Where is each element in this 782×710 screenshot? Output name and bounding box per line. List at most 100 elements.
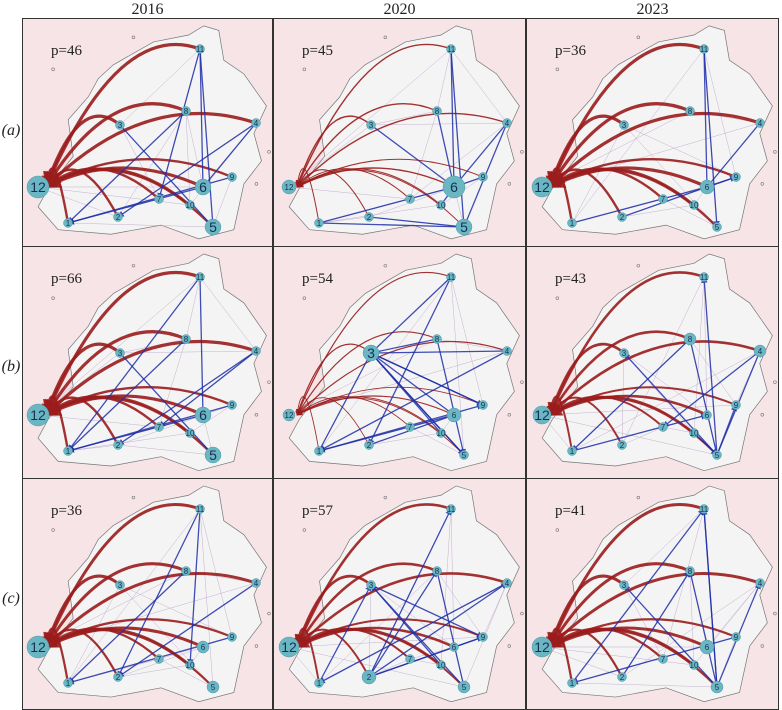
minor-flow xyxy=(67,584,121,684)
city-node xyxy=(731,632,741,642)
outflow-edge xyxy=(41,395,70,452)
minor-flow xyxy=(117,110,187,218)
city-node xyxy=(314,446,324,456)
panel-b-2023: 1 2 3 4 5 6 7 8 9 10 11 12 p=43 xyxy=(526,246,779,479)
node-label: 10 xyxy=(690,661,699,670)
island xyxy=(507,182,511,186)
island xyxy=(636,35,641,40)
minor-flow xyxy=(571,48,705,224)
city-node xyxy=(731,172,741,182)
city-node xyxy=(115,120,125,130)
island xyxy=(51,67,55,72)
city-node xyxy=(185,660,195,670)
minor-flow xyxy=(288,48,452,188)
city-node xyxy=(755,578,765,588)
node-label: 3 xyxy=(622,121,627,130)
minor-flow xyxy=(67,508,201,684)
outflow-edge xyxy=(295,115,372,188)
city-node xyxy=(685,106,695,116)
minor-flow xyxy=(623,584,664,660)
landmass xyxy=(541,253,773,472)
row-label-a: (a) xyxy=(1,122,21,139)
minor-flow xyxy=(119,584,233,638)
city-node xyxy=(531,176,553,198)
city-node xyxy=(699,504,709,514)
outflow-edge xyxy=(44,330,187,417)
inflow-edge xyxy=(318,352,372,452)
inflow-edge xyxy=(370,352,484,406)
node-label: 4 xyxy=(254,579,259,588)
node-label: 3 xyxy=(118,121,123,130)
inflow-edge xyxy=(187,508,201,666)
minor-flow xyxy=(621,582,761,678)
inflow-edge xyxy=(621,570,691,678)
node-label: 2 xyxy=(367,213,372,222)
city-node xyxy=(185,428,195,438)
city-node xyxy=(619,580,629,590)
city-node xyxy=(196,640,210,654)
inflow-edge xyxy=(370,124,455,188)
node-label: 11 xyxy=(447,45,456,54)
minor-flow xyxy=(436,570,484,638)
city-node xyxy=(251,118,261,128)
inflow-edge xyxy=(703,508,720,688)
island xyxy=(520,611,524,616)
outflow-edge xyxy=(548,102,691,189)
node-label: 7 xyxy=(661,195,666,204)
city-node xyxy=(685,566,695,576)
node-label: 11 xyxy=(700,505,709,514)
outflow-edge xyxy=(294,574,372,649)
column-header-2016: 2016 xyxy=(131,1,164,18)
node-label: 12 xyxy=(285,411,294,420)
minor-flow xyxy=(185,110,204,188)
outflow-edge xyxy=(548,562,691,649)
node-label: 9 xyxy=(481,401,486,410)
city-node xyxy=(689,428,699,438)
node-label: 2 xyxy=(367,673,372,682)
inflow-edge xyxy=(67,276,201,452)
node-label: 12 xyxy=(534,407,550,423)
node-label: 4 xyxy=(758,347,763,356)
city-node xyxy=(63,218,73,228)
inflow-edge xyxy=(368,570,438,678)
inflow-edge xyxy=(67,570,187,684)
inflow-edge xyxy=(693,432,718,456)
minor-flow xyxy=(212,176,233,228)
node-label: 3 xyxy=(118,581,123,590)
node-label: 3 xyxy=(369,581,374,590)
minor-flow xyxy=(621,204,695,218)
minor-flow xyxy=(689,338,737,406)
minor-flow xyxy=(67,432,191,452)
outflow-edge xyxy=(44,42,201,189)
minor-flow xyxy=(409,122,508,200)
outflow-edge xyxy=(44,339,257,417)
island xyxy=(636,495,641,500)
city-node xyxy=(362,344,380,362)
node-label: 11 xyxy=(700,45,709,54)
city-node xyxy=(364,212,374,222)
node-label: 8 xyxy=(688,335,693,344)
node-label: 10 xyxy=(690,429,699,438)
city-node xyxy=(361,669,377,685)
outflow-edge xyxy=(44,102,187,189)
city-node xyxy=(195,44,205,54)
inflow-edge xyxy=(436,338,466,456)
city-node xyxy=(446,44,456,54)
island xyxy=(760,644,764,648)
node-label: 9 xyxy=(481,173,486,182)
city-node xyxy=(366,580,376,590)
node-label: 6 xyxy=(450,179,458,195)
node-label: 1 xyxy=(570,219,575,228)
city-node xyxy=(699,44,709,54)
node-label: 11 xyxy=(196,273,205,282)
outflow-edge xyxy=(295,562,438,649)
inflow-edge xyxy=(706,122,761,188)
outflow-edge xyxy=(548,111,761,189)
minor-flow xyxy=(662,426,695,434)
node-label: 4 xyxy=(505,579,510,588)
column-header-2023: 2023 xyxy=(636,1,669,18)
inflow-edge xyxy=(117,582,257,678)
